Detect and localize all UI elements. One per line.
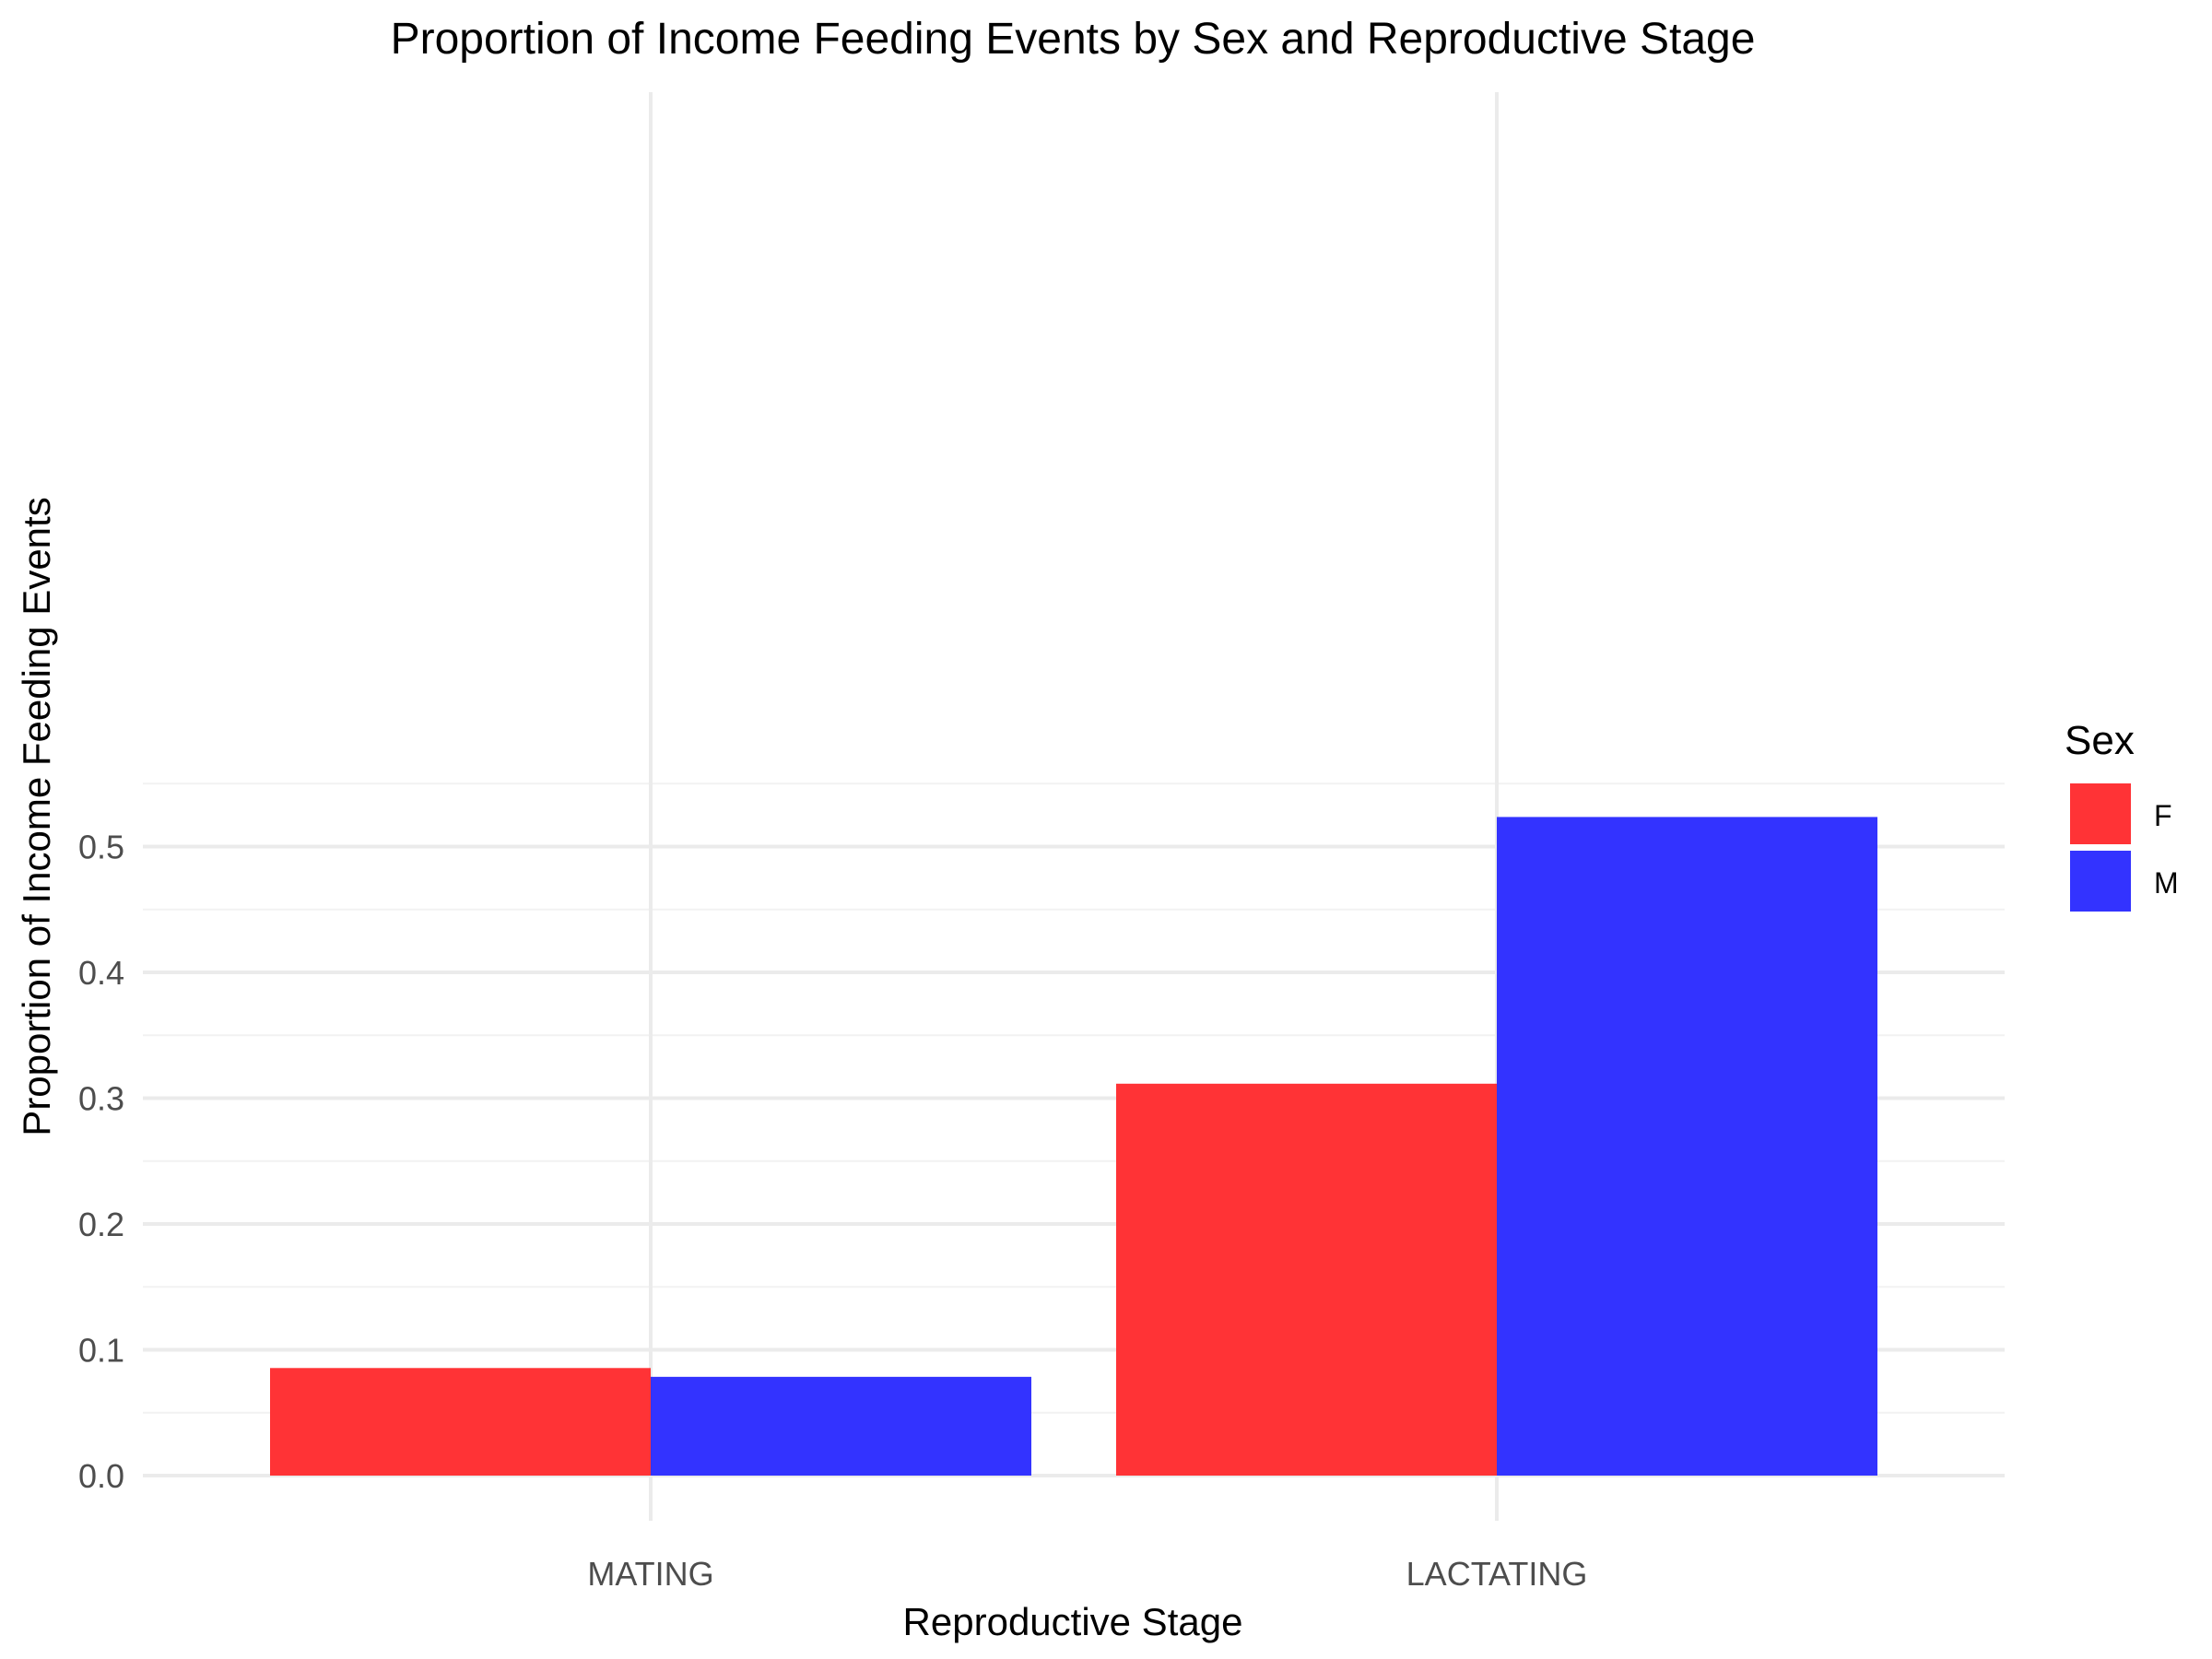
- y-tick-label: 0.1: [78, 1332, 124, 1370]
- y-tick-label: 0.5: [78, 829, 124, 866]
- x-tick-labels: MATING LACTATING: [587, 1555, 1587, 1593]
- legend: Sex FM: [2065, 718, 2179, 912]
- y-tick-label: 0.3: [78, 1080, 124, 1118]
- y-tick-label: 0.2: [78, 1206, 124, 1243]
- legend-key-f: [2070, 783, 2131, 844]
- y-tick-labels: 0.0 0.1 0.2 0.3 0.4 0.5: [78, 829, 124, 1496]
- legend-title: Sex: [2065, 718, 2135, 763]
- legend-key-m: [2070, 851, 2131, 912]
- legend-items: FM: [2070, 783, 2179, 912]
- bar-lactating-m: [1497, 817, 1877, 1476]
- x-tick-label: LACTATING: [1406, 1555, 1588, 1593]
- bar-mating-f: [270, 1368, 651, 1476]
- bars: [270, 817, 1877, 1476]
- y-tick-label: 0.0: [78, 1457, 124, 1495]
- x-tick-label: MATING: [587, 1555, 713, 1593]
- y-axis-label: Proportion of Income Feeding Events: [15, 497, 58, 1135]
- chart-title: Proportion of Income Feeding Events by S…: [391, 15, 1756, 64]
- bar-mating-m: [651, 1376, 1031, 1476]
- x-axis-label: Reproductive Stage: [903, 1600, 1243, 1643]
- legend-label: F: [2154, 799, 2172, 832]
- legend-label: M: [2154, 866, 2179, 900]
- y-tick-label: 0.4: [78, 954, 124, 992]
- bar-lactating-f: [1116, 1083, 1497, 1476]
